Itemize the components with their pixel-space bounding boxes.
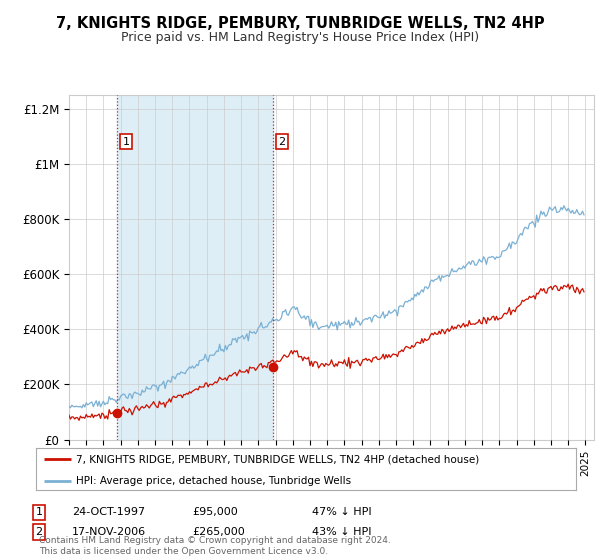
- Text: 47% ↓ HPI: 47% ↓ HPI: [312, 507, 371, 517]
- Bar: [118, 95, 274, 440]
- Text: Contains HM Land Registry data © Crown copyright and database right 2024.
This d: Contains HM Land Registry data © Crown c…: [39, 536, 391, 556]
- Text: 2: 2: [278, 137, 286, 147]
- Text: 1: 1: [35, 507, 43, 517]
- Text: HPI: Average price, detached house, Tunbridge Wells: HPI: Average price, detached house, Tunb…: [77, 476, 352, 486]
- Text: 1: 1: [122, 137, 130, 147]
- Text: £95,000: £95,000: [192, 507, 238, 517]
- Text: 17-NOV-2006: 17-NOV-2006: [72, 527, 146, 537]
- Text: 7, KNIGHTS RIDGE, PEMBURY, TUNBRIDGE WELLS, TN2 4HP: 7, KNIGHTS RIDGE, PEMBURY, TUNBRIDGE WEL…: [56, 16, 544, 31]
- Text: 24-OCT-1997: 24-OCT-1997: [72, 507, 145, 517]
- Text: 2: 2: [35, 527, 43, 537]
- Text: 7, KNIGHTS RIDGE, PEMBURY, TUNBRIDGE WELLS, TN2 4HP (detached house): 7, KNIGHTS RIDGE, PEMBURY, TUNBRIDGE WEL…: [77, 454, 480, 464]
- Text: £265,000: £265,000: [192, 527, 245, 537]
- Text: 43% ↓ HPI: 43% ↓ HPI: [312, 527, 371, 537]
- Text: Price paid vs. HM Land Registry's House Price Index (HPI): Price paid vs. HM Land Registry's House …: [121, 31, 479, 44]
